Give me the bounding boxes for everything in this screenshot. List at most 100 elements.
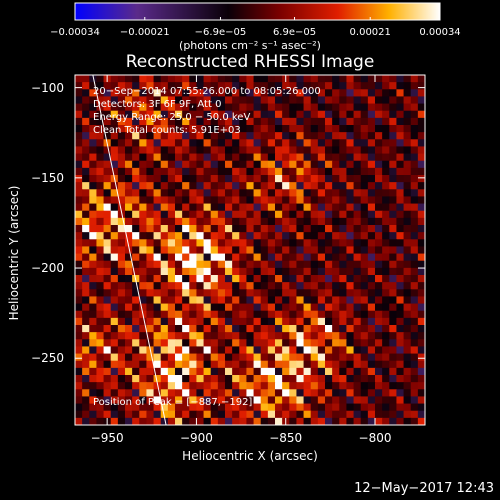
heatmap-cell [275, 203, 283, 212]
heatmap-cell [117, 332, 126, 340]
heatmap-cell [360, 367, 369, 376]
heatmap-cell [339, 232, 348, 240]
heatmap-cell [239, 139, 248, 148]
heatmap-cell [282, 217, 290, 226]
heatmap-cell [396, 75, 405, 83]
heatmap-cell [353, 360, 362, 369]
heatmap-cell [203, 389, 212, 398]
heatmap-cell [360, 396, 369, 405]
heatmap-cell [146, 146, 155, 155]
heatmap-cell [146, 196, 155, 205]
heatmap-cell [410, 382, 419, 390]
heatmap-cell [339, 346, 348, 355]
heatmap-cell [146, 317, 155, 326]
heatmap-cell [182, 125, 190, 133]
heatmap-cell [382, 325, 390, 333]
heatmap-cell [167, 375, 176, 383]
heatmap-cell [389, 275, 398, 283]
heatmap-cell [310, 189, 319, 198]
heatmap-cell [182, 110, 190, 119]
heatmap-cell [132, 232, 140, 240]
heatmap-cell [232, 196, 240, 205]
heatmap-cell [225, 339, 233, 348]
heatmap-cell [146, 303, 155, 312]
heatmap-cell [96, 75, 105, 83]
heatmap-cell [353, 239, 362, 248]
heatmap-cell [225, 360, 233, 369]
heatmap-cell [232, 360, 240, 369]
heatmap-cell [189, 367, 198, 376]
heatmap-cell [253, 275, 262, 283]
heatmap-cell [175, 89, 183, 98]
heatmap-cell [410, 417, 419, 425]
heatmap-cell [232, 239, 240, 248]
heatmap-cell [75, 125, 83, 133]
heatmap-cell [346, 396, 355, 405]
heatmap-cell [353, 375, 362, 383]
heatmap-cell [160, 246, 169, 255]
heatmap-cell [403, 360, 412, 369]
heatmap-cell [96, 396, 105, 405]
heatmap-cell [339, 175, 348, 183]
heatmap-cell [210, 82, 219, 90]
heatmap-cell [132, 160, 140, 169]
heatmap-cell [375, 175, 383, 183]
heatmap-cell [103, 260, 112, 269]
heatmap-cell [346, 403, 355, 412]
heatmap-cell [225, 196, 233, 205]
heatmap-cell [410, 246, 419, 255]
heatmap-cell [196, 253, 205, 262]
heatmap-cell [82, 189, 90, 198]
heatmap-cell [275, 282, 283, 290]
heatmap-cell [389, 146, 398, 155]
heatmap-cell [239, 289, 248, 298]
heatmap-cell [175, 396, 183, 405]
heatmap-cell [217, 389, 226, 398]
heatmap-cell [353, 75, 362, 83]
heatmap-cell [310, 146, 319, 155]
annotation-peak: Position of Peak = [−887,−192] [93, 397, 253, 408]
heatmap-cell [175, 253, 183, 262]
heatmap-cell [353, 353, 362, 362]
heatmap-cell [232, 389, 240, 398]
heatmap-cell [239, 125, 248, 133]
heatmap-cell [182, 296, 190, 305]
heatmap-cell [360, 289, 369, 298]
heatmap-cell [367, 332, 376, 340]
heatmap-cell [89, 310, 98, 319]
heatmap-cell [360, 89, 369, 98]
heatmap-cell [132, 75, 140, 83]
heatmap-cell [253, 103, 262, 112]
heatmap-cell [360, 325, 369, 333]
heatmap-cell [139, 203, 148, 212]
heatmap-cell [160, 117, 169, 126]
heatmap-cell [382, 110, 390, 119]
heatmap-cell [153, 310, 162, 319]
heatmap-cell [189, 382, 198, 390]
heatmap-cell [267, 153, 276, 162]
heatmap-cell [303, 75, 312, 83]
heatmap-cell [346, 103, 355, 112]
heatmap-cell [282, 375, 290, 383]
heatmap-cell [175, 132, 183, 140]
heatmap-cell [160, 110, 169, 119]
heatmap-cell [153, 125, 162, 133]
heatmap-cell [160, 282, 169, 290]
heatmap-cell [367, 253, 376, 262]
heatmap-cell [317, 367, 326, 376]
heatmap-cell [110, 367, 119, 376]
heatmap-cell [225, 303, 233, 312]
heatmap-cell [132, 239, 140, 248]
heatmap-cell [253, 382, 262, 390]
heatmap-cell [375, 260, 383, 269]
heatmap-cell [410, 103, 419, 112]
heatmap-cell [182, 239, 190, 248]
heatmap-cell [282, 153, 290, 162]
heatmap-cell [110, 353, 119, 362]
heatmap-cell [339, 289, 348, 298]
heatmap-cell [417, 310, 425, 319]
heatmap-cell [210, 117, 219, 126]
heatmap-cell [360, 203, 369, 212]
heatmap-cell [82, 225, 90, 233]
heatmap-cell [75, 253, 83, 262]
